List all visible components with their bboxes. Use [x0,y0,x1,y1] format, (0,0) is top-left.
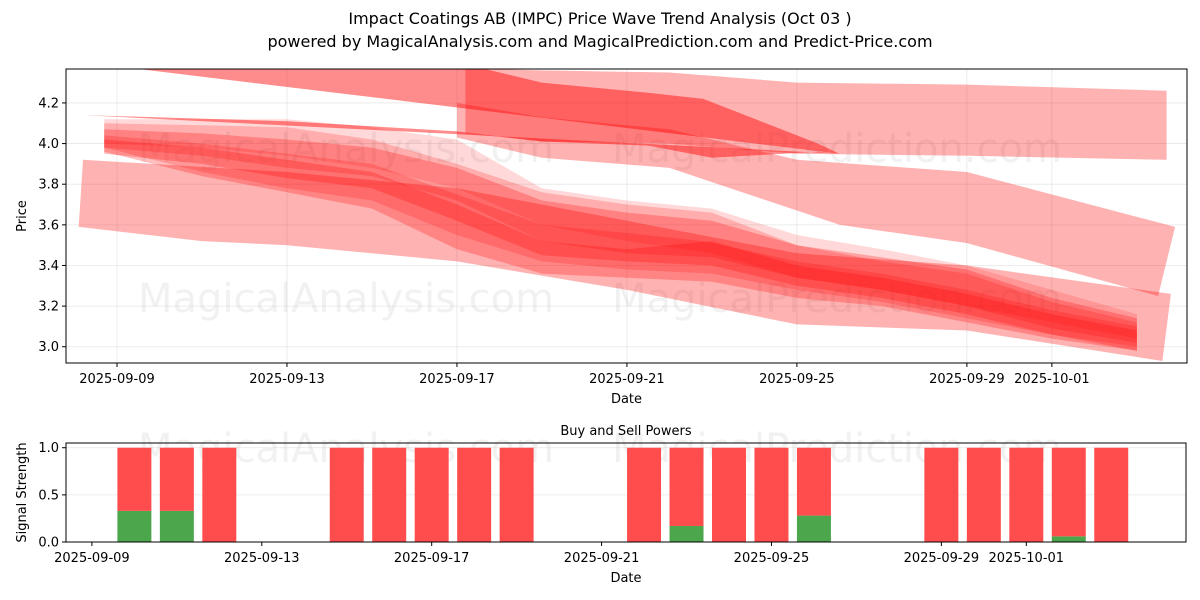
buy-bar [669,525,704,542]
sell-bar [924,447,959,542]
middle-wide-band [456,102,1176,297]
sell-bar [754,447,789,542]
x-tick-label: 2025-09-29 [904,551,980,566]
x-tick-label: 2025-09-25 [734,551,810,566]
x-tick-label: 2025-09-17 [394,551,470,566]
y-tick-label: 3.6 [38,218,59,233]
x-tick-label: 2025-10-01 [989,551,1065,566]
sell-bar [1094,447,1129,542]
y-tick-label: 3.4 [38,259,59,274]
buy-bar [796,515,831,542]
core-band-4 [104,119,1137,339]
sell-bar [117,447,152,511]
plot-frame [65,442,1187,543]
sell-bar [712,447,746,542]
x-tick-label: 2025-09-29 [929,372,1005,387]
lower-wide-band [78,159,1171,361]
core-band-5 [104,139,1137,351]
price-wave-chart: MagicalAnalysis.com MagicalPrediction.com… [15,68,1188,407]
watermark: MagicalAnalysis.com [138,276,554,322]
y-tick-label: 0.5 [38,488,59,503]
sell-bar [202,447,237,542]
sell-bar [159,447,194,511]
y-tick-label: 0.0 [38,536,59,551]
sell-bar [372,447,407,542]
core-band-1 [104,129,1137,351]
y-tick-label: 3.2 [38,300,59,315]
sell-bar [329,447,364,542]
x-axis-label: Date [611,392,642,407]
x-tick-label: 2025-10-01 [1014,372,1090,387]
x-tick-label: 2025-09-21 [564,551,640,566]
sell-bar [457,447,492,542]
x-tick-label: 2025-09-17 [419,372,495,387]
chart-title: Impact Coatings AB (IMPC) Price Wave Tre… [348,9,852,28]
sell-bar [1051,447,1086,537]
x-tick-label: 2025-09-21 [589,372,665,387]
x-tick-label: 2025-09-09 [79,372,155,387]
y-axis-label: Signal Strength [15,442,30,542]
sell-bar [669,447,704,526]
buy-bar [1051,536,1086,542]
x-axis-label: Date [610,571,641,586]
x-tick-label: 2025-09-13 [249,372,325,387]
y-tick-label: 1.0 [38,441,59,456]
upper-dark-band [83,69,840,158]
core-band-2 [104,123,1137,343]
chart-subtitle: powered by MagicalAnalysis.com and Magic… [267,32,933,51]
core-band-3 [104,135,1137,347]
buy-bar [117,510,152,542]
sell-bar [499,447,534,542]
x-tick-label: 2025-09-13 [224,551,300,566]
buy-bar [159,510,194,542]
bands-group [78,69,1176,361]
sell-bar [966,447,1001,542]
y-tick-label: 3.0 [38,340,59,355]
sell-bar [414,447,449,542]
watermark: MagicalAnalysis.com [138,126,554,172]
y-axis-label: Price [15,200,30,232]
upper-light-band [465,69,1167,160]
subplot-title: Buy and Sell Powers [560,424,691,439]
watermark: MagicalPrediction.com [612,276,1062,322]
sell-bar [1009,447,1044,542]
y-tick-label: 3.8 [38,178,59,193]
y-tick-label: 4.0 [38,137,59,152]
watermark: MagicalPrediction.com [612,126,1062,172]
x-tick-label: 2025-09-09 [54,551,130,566]
sell-bar [627,447,662,542]
sell-bar [796,447,831,516]
x-tick-label: 2025-09-25 [759,372,835,387]
y-tick-label: 4.2 [38,96,59,111]
